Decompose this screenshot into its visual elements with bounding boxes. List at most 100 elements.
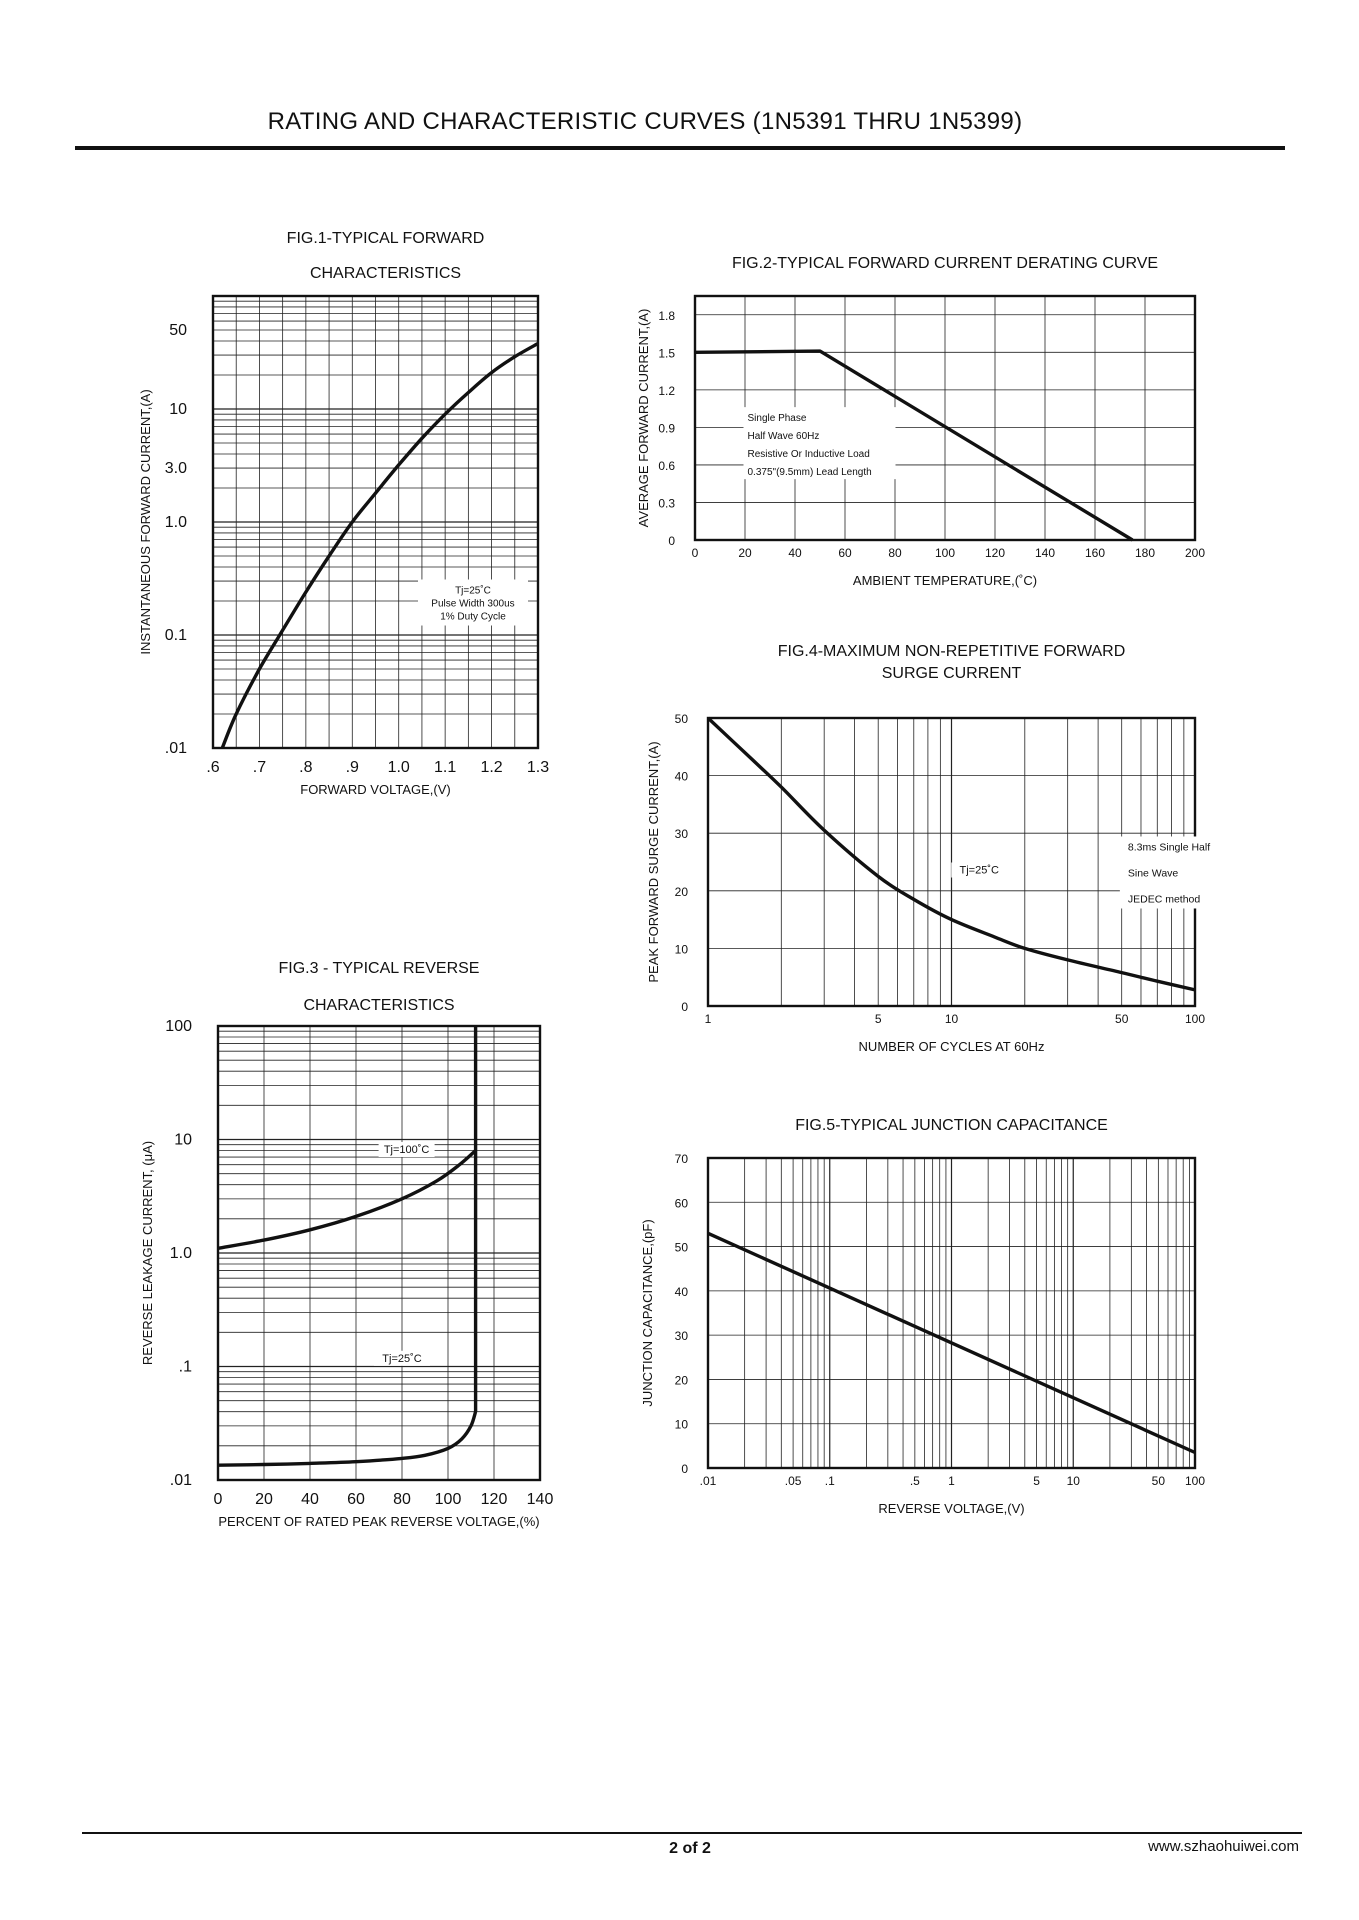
fig2-annotation-text: 0.375"(9.5mm) Lead Length [748,467,872,478]
fig1-y-axis-label: INSTANTANEOUS FORWARD CURRENT,(A) [138,389,153,654]
fig1-x-tick-label: .6 [206,759,219,776]
fig3-series-label: Tj=25˚C [382,1353,421,1365]
fig2-y-tick-label: 0.6 [658,459,675,473]
fig3-y-tick-label: 10 [174,1132,192,1149]
fig5-y-axis-label: JUNCTION CAPACITANCE,(pF) [640,1219,655,1406]
fig2-frame [693,294,1197,542]
fig4-y-tick-label: 20 [675,885,689,899]
fig1-title: CHARACTERISTICS [310,265,461,282]
fig1-chart: .6 .7 .8 .9 1.0 1.1 1.2 1.3 .01 0.1 1.0 3.0 10 50 FIG.… [138,230,549,797]
fig3-x-tick-label: 120 [481,1491,508,1508]
fig3-y-axis-label: REVERSE LEAKAGE CURRENT, (μA) [140,1141,155,1365]
fig1-x-tick-label: 1.1 [434,759,456,776]
fig2-y-tick-label: 0 [668,534,675,548]
fig4-grid [708,718,1195,1006]
fig3-series-label-bg [378,1142,435,1158]
fig5-chart: .01 .05 .1 .5 1 5 10 50 100 0 10 20 30 40 50 60 70 FIG.5-… [640,1117,1205,1516]
fig2-x-tick-label: 120 [985,546,1005,560]
fig2-x-tick-label: 40 [788,546,802,560]
fig4-y-tick-label: 50 [675,712,689,726]
fig2-y-tick-label: 0.9 [658,421,675,435]
fig3-x-tick-label: 80 [393,1491,411,1508]
fig5-x-tick-label: .01 [700,1474,717,1488]
fig2-x-tick-label: 80 [888,546,902,560]
fig3-x-tick-label: 100 [435,1491,462,1508]
fig4-x-tick-label: 1 [705,1012,712,1026]
fig2-y-axis-label: AVERAGE FORWARD CURRENT,(A) [636,309,651,528]
fig4-y-tick-label: 10 [675,942,689,956]
fig3-y-tick-label: 100 [165,1018,192,1035]
fig5-x-tick-label: .5 [910,1474,920,1488]
fig4-annotation-text: Sine Wave [1128,867,1179,879]
fig4-chart: 1 5 10 50 100 0 10 20 30 40 50 FIG.4-MAXIMUM NON-RE… [646,643,1218,1054]
fig2-x-tick-label: 100 [935,546,955,560]
fig3-x-tick-label: 40 [301,1491,319,1508]
fig3-chart: 0 20 40 60 80 100 120 140 .01 .1 1.0 10 100 FIG.3 - T… [140,960,553,1529]
fig1-annotation-text: Tj=25˚C [455,585,491,597]
fig1-y-tick-label: 3.0 [165,460,187,477]
fig2-x-axis-label: AMBIENT TEMPERATURE,(˚C) [853,573,1037,588]
fig4-y-tick-label: 0 [681,1000,688,1014]
fig5-y-tick-label: 40 [675,1285,689,1299]
fig5-x-tick-label: .05 [785,1474,802,1488]
fig4-x-tick-label: 50 [1115,1012,1129,1026]
fig4-y-axis-label: PEAK FORWARD SURGE CURRENT,(A) [646,741,661,982]
fig4-series-line [706,716,1196,992]
fig1-frame [211,294,540,750]
fig1-y-tick-label: 50 [169,322,187,339]
fig5-y-tick-label: 70 [675,1152,689,1166]
fig2-x-tick-label: 200 [1185,546,1205,560]
fig5-x-tick-label: 1 [948,1474,955,1488]
fig1-grid [213,296,538,748]
fig3-title: FIG.3 - TYPICAL REVERSE [279,960,480,977]
fig4-y-tick-label: 30 [675,827,689,841]
fig5-y-tick-label: 0 [681,1462,688,1476]
fig5-frame [706,1156,1197,1470]
fig2-x-tick-label: 0 [692,546,699,560]
fig1-y-tick-label: 1.0 [165,514,187,531]
fig1-annotation-text: 1% Duty Cycle [440,612,506,623]
fig5-y-tick-label: 10 [675,1418,689,1432]
fig2-annotation: Single Phase Half Wave 60Hz Resistive Or I… [743,407,896,480]
fig2-x-tick-label: 60 [838,546,852,560]
fig5-y-tick-label: 50 [675,1241,689,1255]
fig5-x-tick-label: .1 [825,1474,835,1488]
fig1-annotation-bg [418,579,528,626]
fig5-title: FIG.5-TYPICAL JUNCTION CAPACITANCE [795,1117,1108,1134]
fig4-x-tick-label: 100 [1185,1012,1205,1026]
fig5-x-tick-label: 50 [1152,1474,1166,1488]
fig1-title: FIG.1-TYPICAL FORWARD [287,230,485,247]
fig1-x-tick-label: 1.2 [480,759,502,776]
fig3-frame [216,1024,542,1482]
fig3-grid [218,1026,540,1480]
fig1-x-tick-label: 1.0 [388,759,410,776]
fig5-y-tick-label: 30 [675,1329,689,1343]
page-number: 2 of 2 [669,1840,711,1857]
fig3-title: CHARACTERISTICS [303,997,454,1014]
fig2-title: FIG.2-TYPICAL FORWARD CURRENT DERATING C… [732,255,1158,272]
fig4-annotation-text: JEDEC method [1128,893,1201,905]
fig5-grid [708,1158,1195,1468]
fig2-series-line [694,349,1134,542]
fig1-x-tick-label: .9 [346,759,359,776]
fig1-annotation-text: Pulse Width 300us [431,599,514,610]
fig4-temp-label-bg [951,862,1008,878]
fig2-annotation-text: Resistive Or Inductive Load [748,449,870,460]
fig4-annotation-text: 8.3ms Single Half [1128,841,1210,853]
fig3-x-tick-label: 140 [527,1491,554,1508]
fig4-x-tick-label: 5 [875,1012,882,1026]
website-url: www.szhaohuiwei.com [1148,1838,1299,1855]
fig2-y-tick-label: 1.2 [658,384,675,398]
fig3-y-tick-label: .01 [170,1472,192,1489]
fig2-annotation-text: Half Wave 60Hz [748,431,820,442]
fig1-annotation: Tj=25˚C Pulse Width 300us 1% Duty Cycle [418,579,528,626]
fig5-x-axis-label: REVERSE VOLTAGE,(V) [878,1501,1024,1516]
fig2-y-tick-label: 0.3 [658,496,675,510]
fig3-x-tick-label: 20 [255,1491,273,1508]
page-title: RATING AND CHARACTERISTIC CURVES (1N5391… [267,108,1023,135]
fig3-y-tick-label: .1 [179,1359,192,1376]
fig5-x-tick-label: 10 [1067,1474,1081,1488]
fig3-series-label: Tj=100˚C [384,1144,430,1156]
fig2-y-tick-label: 1.8 [658,309,675,323]
